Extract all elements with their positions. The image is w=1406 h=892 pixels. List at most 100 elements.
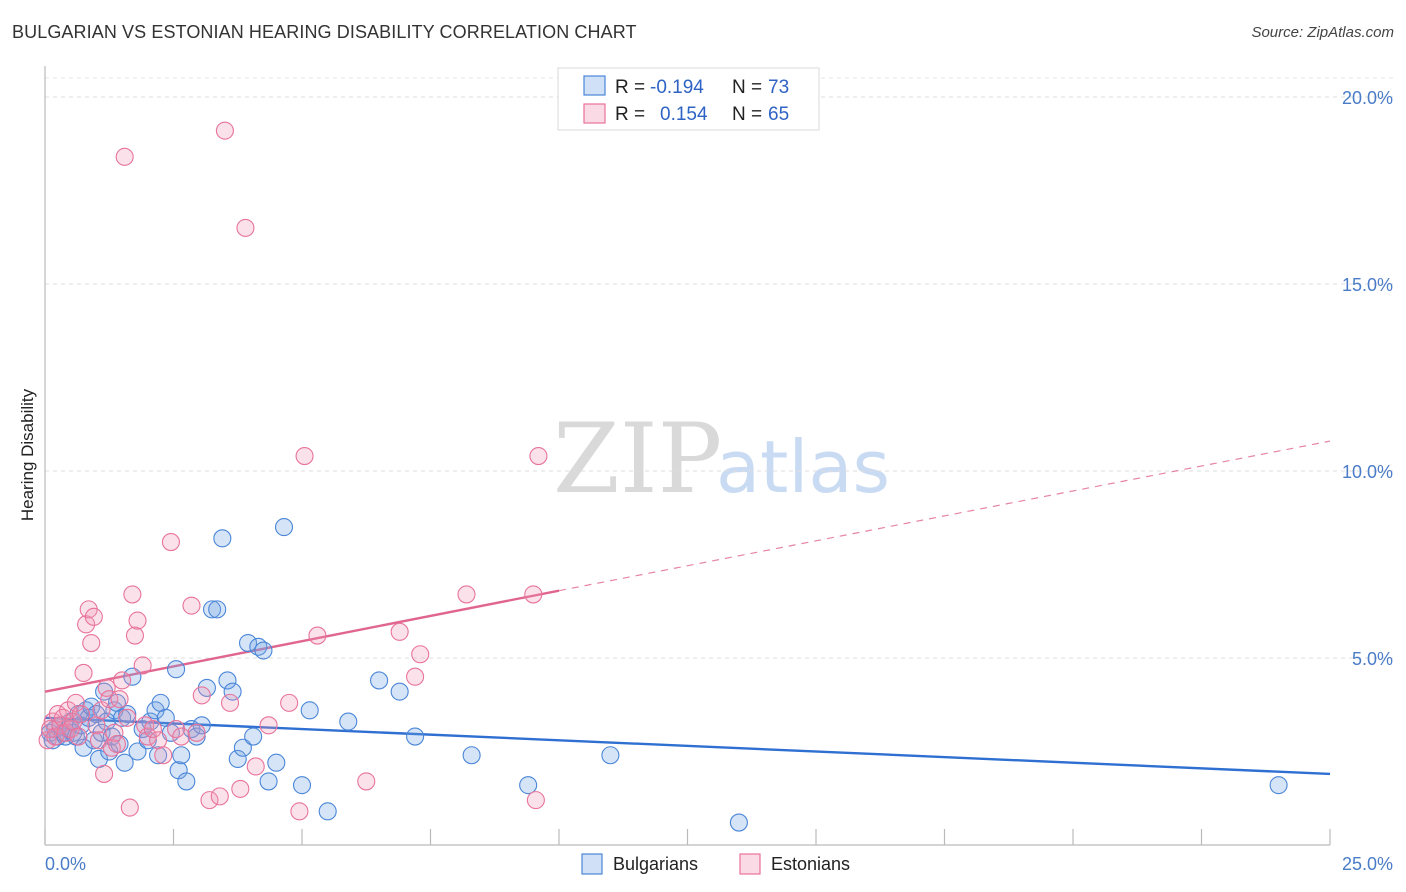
point-bulgarians-44 (177, 772, 196, 791)
trend-line-estonians-extrapolated (558, 440, 1331, 592)
point-estonians-31 (118, 708, 137, 727)
bottom-legend-label-estonians: Estonians (771, 854, 850, 874)
point-bulgarians-13 (74, 738, 93, 757)
point-estonians-41 (154, 746, 173, 765)
point-estonians-12 (69, 727, 88, 746)
x-tick-label-max: 25.0% (1342, 854, 1393, 874)
point-estonians-61 (390, 622, 409, 641)
point-bulgarians-66 (339, 712, 358, 731)
point-estonians-48 (200, 791, 219, 810)
trend-line-estonians (44, 589, 560, 693)
point-bulgarians-37 (149, 746, 168, 765)
point-bulgarians-30 (118, 705, 137, 724)
point-estonians-27 (107, 734, 127, 754)
point-estonians-60 (357, 772, 376, 791)
point-bulgarians-50 (208, 600, 227, 619)
point-estonians-45 (182, 596, 201, 615)
bottom-legend-label-bulgarians: Bulgarians (613, 854, 698, 874)
point-bulgarians-53 (223, 682, 242, 701)
point-bulgarians-57 (244, 727, 263, 746)
legend-n-label-2: N = (732, 104, 762, 125)
point-bulgarians-61 (267, 753, 286, 772)
point-estonians-33 (123, 585, 142, 604)
axes (44, 66, 1331, 846)
point-estonians-63 (411, 645, 430, 664)
point-bulgarians-41 (167, 660, 186, 679)
point-estonians-24 (100, 690, 119, 709)
point-estonians-44 (172, 727, 191, 746)
point-bulgarians-67 (370, 671, 389, 690)
point-bulgarians-17 (84, 731, 103, 750)
y-tick-label-0: 5.0% (1352, 649, 1393, 669)
point-bulgarians-72 (601, 746, 620, 765)
legend-swatch-estonians (583, 103, 606, 124)
point-bulgarians-68 (390, 682, 409, 701)
point-estonians-14 (74, 663, 93, 683)
legend-r-value-bulgarians: -0.194 (650, 77, 704, 98)
y-tick-label-2: 15.0% (1342, 275, 1393, 295)
point-estonians-65 (524, 585, 543, 604)
point-bulgarians-63 (292, 776, 312, 795)
point-estonians-32 (120, 798, 139, 817)
point-bulgarians-64 (300, 701, 319, 720)
legend-n-value-bulgarians: 73 (768, 77, 789, 98)
point-estonians-15 (77, 615, 96, 634)
point-estonians-18 (84, 607, 103, 626)
point-bulgarians-34 (138, 731, 157, 750)
point-bulgarians-55 (233, 738, 252, 757)
point-bulgarians-29 (115, 753, 134, 772)
trend-lines (44, 440, 1331, 776)
point-bulgarians-65 (318, 802, 337, 821)
point-estonians-36 (133, 656, 152, 675)
x-tick-label-min: 0.0% (45, 854, 86, 874)
legend-n-label-1: N = (732, 77, 762, 98)
point-estonians-66 (529, 446, 548, 466)
point-bulgarians-49 (203, 600, 222, 619)
point-estonians-3 (46, 727, 65, 746)
point-estonians-11 (66, 693, 85, 712)
point-estonians-51 (220, 693, 240, 712)
point-bulgarians-60 (259, 772, 278, 791)
legend-swatch-bulgarians (583, 75, 606, 96)
watermark-zip: ZIP (553, 403, 722, 515)
point-estonians-56 (280, 693, 299, 712)
point-bulgarians-62 (274, 518, 294, 537)
point-estonians-28 (110, 690, 129, 709)
series-bulgarians (41, 518, 1288, 832)
tick-labels: 5.0% 10.0% 15.0% 20.0% 0.0% 25.0% (45, 88, 1393, 874)
point-estonians-42 (161, 533, 180, 552)
legend-n-value-estonians: 65 (768, 104, 789, 125)
point-bulgarians-51 (213, 529, 232, 548)
point-estonians-35 (128, 611, 147, 630)
point-bulgarians-43 (172, 746, 191, 765)
bottom-legend-swatch-estonians (739, 853, 761, 875)
y-axis-label: Hearing Disability (18, 388, 37, 521)
point-estonians-46 (187, 723, 206, 742)
point-estonians-34 (125, 626, 144, 645)
bottom-legend-swatch-bulgarians (581, 853, 603, 875)
trend-line-bulgarians (44, 716, 1331, 776)
legend: R = -0.194 N = 73 R = 0.154 N = 65 (557, 67, 820, 131)
point-estonians-58 (295, 446, 314, 466)
point-bulgarians-74 (1269, 776, 1288, 795)
point-bulgarians-31 (123, 667, 142, 686)
point-estonians-67 (526, 791, 545, 810)
point-estonians-50 (215, 121, 234, 140)
point-estonians-26 (105, 723, 124, 742)
bottom-legend: Bulgarians Estonians (581, 853, 850, 875)
point-estonians-29 (113, 671, 132, 690)
point-estonians-64 (457, 585, 476, 604)
point-estonians-49 (210, 787, 229, 806)
legend-r-label-2: R = (615, 104, 645, 125)
point-estonians-55 (259, 716, 278, 735)
point-estonians-52 (231, 779, 250, 798)
watermark: ZIP atlas (553, 403, 890, 515)
point-estonians-62 (406, 667, 425, 686)
point-bulgarians-52 (218, 671, 237, 690)
y-tick-label-1: 10.0% (1342, 462, 1393, 482)
point-estonians-17 (82, 633, 101, 653)
source-label: Source: ZipAtlas.com (1251, 24, 1394, 41)
point-bulgarians-70 (462, 746, 481, 765)
chart-title: BULGARIAN VS ESTONIAN HEARING DISABILITY… (12, 22, 637, 42)
